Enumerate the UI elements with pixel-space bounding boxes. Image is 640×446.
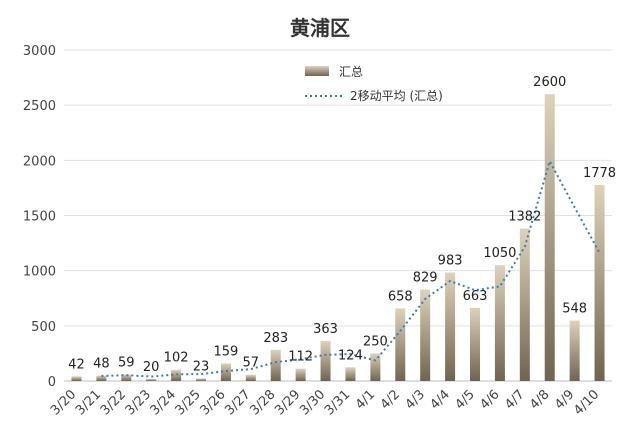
x-tick-label: 3/22 bbox=[98, 387, 129, 418]
y-tick-label: 3000 bbox=[23, 44, 56, 59]
y-tick-label: 1000 bbox=[23, 265, 56, 280]
data-label: 829 bbox=[413, 271, 438, 286]
bar bbox=[196, 378, 206, 381]
bar bbox=[220, 363, 231, 381]
legend-bar-swatch bbox=[305, 66, 329, 76]
x-tick-label: 4/1 bbox=[353, 387, 378, 412]
y-tick-label: 0 bbox=[48, 375, 56, 390]
bar bbox=[470, 307, 480, 381]
x-tick-label: 4/7 bbox=[502, 387, 527, 412]
x-tick-label: 4/5 bbox=[452, 387, 477, 412]
bar bbox=[245, 374, 256, 381]
bar bbox=[494, 265, 505, 381]
x-tick-label: 3/29 bbox=[272, 387, 303, 418]
data-label: 1382 bbox=[508, 210, 541, 225]
y-tick-layer: 0 500 1000 1500 2000 2500 3000 bbox=[23, 44, 56, 390]
chart-title: 黄浦区 bbox=[290, 16, 350, 40]
y-tick-label: 2500 bbox=[23, 99, 56, 114]
data-label: 1778 bbox=[583, 166, 616, 181]
bar bbox=[71, 376, 82, 381]
data-label: 112 bbox=[288, 350, 313, 365]
bar bbox=[395, 308, 406, 381]
bar bbox=[370, 353, 381, 381]
data-label: 548 bbox=[562, 302, 587, 317]
bar bbox=[270, 349, 281, 381]
x-tick-label: 3/24 bbox=[148, 387, 179, 418]
data-label: 102 bbox=[164, 351, 189, 366]
legend-bar-label: 汇总 bbox=[339, 65, 363, 79]
x-tick-label: 3/20 bbox=[48, 387, 79, 418]
bar bbox=[96, 375, 107, 381]
y-tick-label: 2000 bbox=[23, 154, 56, 169]
data-label: 983 bbox=[438, 254, 463, 269]
bar bbox=[544, 94, 555, 381]
x-tick-label: 4/10 bbox=[571, 387, 602, 418]
y-tick-label: 500 bbox=[31, 320, 56, 335]
data-label: 57 bbox=[243, 356, 260, 371]
bar bbox=[121, 374, 132, 381]
bar bbox=[320, 340, 331, 381]
data-label: 1050 bbox=[483, 246, 516, 261]
data-label: 59 bbox=[118, 355, 135, 370]
bar bbox=[569, 320, 580, 381]
bar bbox=[420, 289, 431, 381]
bar bbox=[594, 184, 605, 381]
x-tick-label: 3/21 bbox=[73, 387, 104, 418]
y-tick-label: 1500 bbox=[23, 210, 56, 225]
bar bbox=[146, 378, 157, 381]
x-tick-label: 3/30 bbox=[297, 387, 328, 418]
legend: 汇总 2移动平均 (汇总) bbox=[305, 65, 443, 103]
line-layer bbox=[101, 158, 601, 378]
x-tick-label: 3/31 bbox=[322, 387, 353, 418]
bar bbox=[345, 367, 356, 381]
data-label: 42 bbox=[68, 357, 85, 372]
data-label: 23 bbox=[193, 359, 210, 374]
bar bbox=[295, 368, 306, 381]
x-tick-label: 4/8 bbox=[527, 387, 552, 412]
bar bbox=[445, 272, 456, 381]
x-tick-label: 3/26 bbox=[197, 387, 228, 418]
data-label: 283 bbox=[263, 331, 288, 346]
bar-layer bbox=[71, 94, 605, 381]
x-tick-layer: 3/203/213/223/233/243/253/263/273/283/29… bbox=[48, 387, 602, 418]
x-tick-label: 3/25 bbox=[173, 387, 204, 418]
data-label: 2600 bbox=[533, 75, 566, 90]
x-tick-label: 4/3 bbox=[403, 387, 428, 412]
x-tick-label: 4/2 bbox=[378, 387, 403, 412]
x-tick-label: 3/28 bbox=[247, 387, 278, 418]
bar bbox=[519, 228, 530, 381]
x-tick-label: 3/23 bbox=[123, 387, 154, 418]
legend-line-label: 2移动平均 (汇总) bbox=[350, 89, 443, 103]
bar bbox=[171, 369, 182, 381]
x-tick-label: 4/4 bbox=[428, 387, 453, 412]
x-tick-label: 4/6 bbox=[477, 387, 502, 412]
moving-average-line bbox=[101, 158, 601, 378]
data-label: 663 bbox=[463, 289, 488, 304]
x-tick-label: 3/27 bbox=[222, 387, 253, 418]
data-label: 124 bbox=[338, 348, 363, 363]
data-label: 159 bbox=[213, 344, 238, 359]
data-label: 48 bbox=[93, 357, 110, 372]
data-label: 20 bbox=[143, 360, 160, 375]
data-label: 250 bbox=[363, 334, 388, 349]
data-label: 658 bbox=[388, 289, 413, 304]
data-label: 363 bbox=[313, 322, 338, 337]
